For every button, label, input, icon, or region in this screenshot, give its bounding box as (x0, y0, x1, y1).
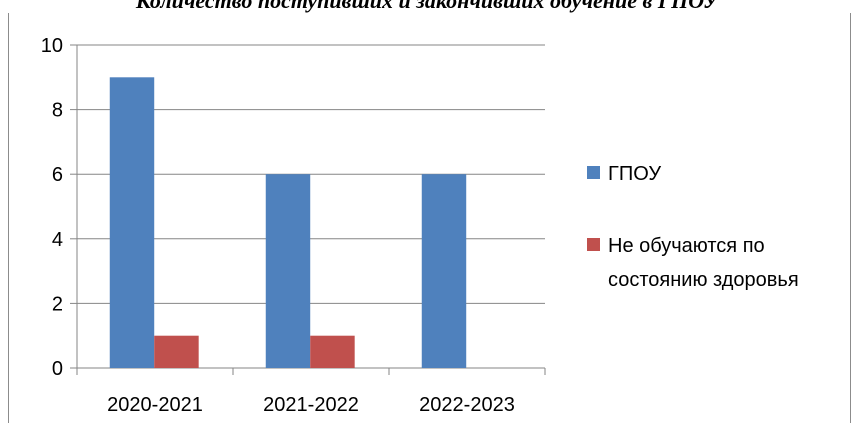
x-tick-labels: 2020-2021 2021-2022 2022-2023 (107, 394, 515, 416)
bar-gpou (421, 174, 467, 368)
y-tick-label: 4 (52, 229, 63, 251)
x-tick-label: 2021-2022 (263, 394, 359, 416)
x-tick-label: 2020-2021 (107, 394, 203, 416)
bar-gpou (109, 77, 155, 369)
y-tick-labels: 0 2 4 6 8 10 (41, 35, 63, 380)
y-tick-label: 8 (52, 100, 63, 122)
legend-swatch (587, 238, 600, 251)
legend: ГПОУ Не обучаются по состоянию здоровья (587, 163, 799, 291)
y-tick-label: 2 (52, 293, 63, 315)
bar-health (310, 335, 355, 368)
bar-gpou (265, 174, 311, 368)
gridlines (77, 44, 545, 304)
y-tick-label: 6 (52, 164, 63, 186)
chart-frame (8, 13, 851, 423)
legend-label: состоянию здоровья (608, 269, 799, 291)
legend-label: Не обучаются по (608, 235, 765, 257)
bars (109, 77, 467, 369)
legend-label: ГПОУ (608, 163, 661, 185)
y-tick-label: 0 (52, 358, 63, 380)
y-tick-label: 10 (41, 35, 63, 57)
legend-swatch (587, 166, 600, 179)
chart-title: Количество поступивших и закончивших обу… (135, 0, 719, 13)
x-tick-label: 2022-2023 (419, 394, 515, 416)
bar-health (154, 335, 199, 368)
